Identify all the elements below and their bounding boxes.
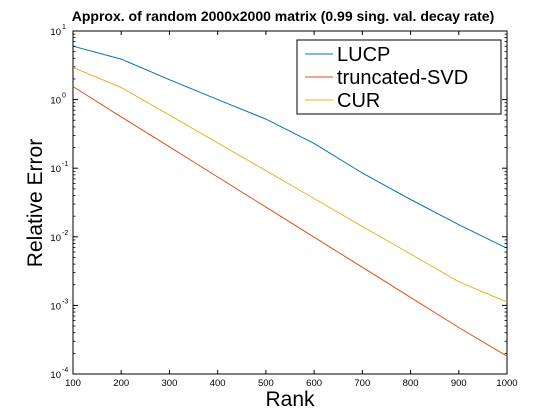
x-tick-label: 700 <box>354 378 370 389</box>
series-line-truncated-svd <box>72 86 508 357</box>
y-tick-exponent: -4 <box>62 367 68 374</box>
x-tick-label: 600 <box>306 378 322 389</box>
y-tick-label: 10 <box>50 233 61 244</box>
y-axis-label: Relative Error <box>24 139 47 267</box>
x-axis: 100 200 300 400 500 600 700 800 900 1000 <box>65 31 518 389</box>
legend-label: LUCP <box>337 44 390 66</box>
y-tick-exponent: -1 <box>62 161 68 168</box>
legend-label: CUR <box>337 90 380 112</box>
y-tick-exponent: -2 <box>62 230 68 237</box>
x-tick-label: 1000 <box>496 378 517 389</box>
series-line-lucp <box>72 45 508 249</box>
legend-label: truncated-SVD <box>337 67 468 89</box>
y-tick-label: 10 <box>50 96 61 107</box>
chart-title: Approx. of random 2000x2000 matrix (0.99… <box>72 8 495 24</box>
series-line-cur <box>72 66 508 303</box>
x-tick-label: 100 <box>65 378 81 389</box>
y-tick-label: 10 <box>50 301 61 312</box>
y-tick-exponent: 1 <box>62 24 66 31</box>
x-tick-label: 400 <box>210 378 226 389</box>
y-tick-exponent: -3 <box>62 298 68 305</box>
series-layer <box>72 45 508 357</box>
y-tick-label: 10 <box>50 164 61 175</box>
x-tick-label: 800 <box>403 378 419 389</box>
x-tick-label: 500 <box>258 378 274 389</box>
x-tick-label: 200 <box>113 378 129 389</box>
y-tick-label: 10 <box>50 370 61 381</box>
x-tick-label: 300 <box>162 378 178 389</box>
x-axis-label: Rank <box>265 388 315 411</box>
x-tick-label: 900 <box>451 378 467 389</box>
y-tick-label: 10 <box>50 27 61 38</box>
y-tick-exponent: 0 <box>62 93 66 100</box>
